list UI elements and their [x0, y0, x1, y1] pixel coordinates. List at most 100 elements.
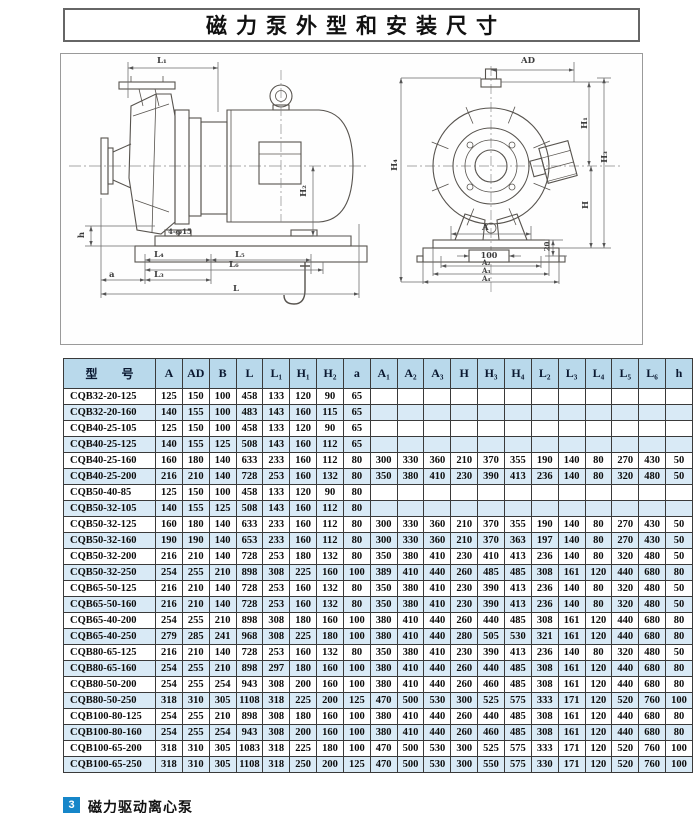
- value-cell: 140: [208, 452, 237, 469]
- value-cell: 125: [155, 388, 183, 405]
- value-cell: [584, 420, 613, 437]
- dim-label-a2: A₂: [482, 258, 491, 267]
- value-cell: 125: [342, 692, 371, 709]
- value-cell: 308: [530, 724, 559, 741]
- value-cell: [396, 420, 425, 437]
- value-cell: 440: [611, 564, 640, 581]
- page-title: 磁力泵外型和安装尺寸: [206, 14, 506, 38]
- value-cell: 180: [181, 452, 210, 469]
- value-cell: 254: [155, 724, 183, 741]
- value-cell: 140: [557, 468, 586, 485]
- value-cell: 150: [181, 484, 210, 501]
- value-cell: 728: [235, 580, 264, 597]
- value-cell: 410: [423, 580, 452, 597]
- value-cell: 160: [289, 404, 318, 421]
- value-cell: 200: [316, 692, 344, 709]
- value-cell: [611, 436, 640, 453]
- model-cell: CQB50-40-85: [63, 484, 156, 501]
- value-cell: [503, 404, 532, 421]
- model-cell: CQB80-65-125: [63, 644, 156, 661]
- value-cell: 65: [342, 404, 371, 421]
- value-cell: 140: [557, 596, 586, 613]
- value-cell: 210: [181, 580, 210, 597]
- dim-label-h4: H₄: [389, 159, 400, 171]
- value-cell: 440: [423, 676, 452, 693]
- value-cell: 508: [235, 500, 264, 517]
- value-cell: 255: [181, 676, 210, 693]
- table-row: CQB50-32-250 254 255 210 898 308 225 160 100 389 4…: [63, 564, 693, 581]
- value-cell: [584, 404, 613, 421]
- value-cell: 480: [638, 580, 667, 597]
- model-cell: CQB50-32-200: [63, 548, 156, 565]
- value-cell: 180: [289, 548, 318, 565]
- value-cell: 100: [342, 628, 371, 645]
- column-header: A₂: [396, 358, 425, 389]
- value-cell: 410: [423, 468, 452, 485]
- model-cell: CQB100-65-200: [63, 740, 156, 757]
- value-cell: 440: [611, 676, 640, 693]
- value-cell: [530, 484, 559, 501]
- value-cell: 380: [369, 708, 398, 725]
- value-cell: 320: [611, 596, 640, 613]
- value-cell: 380: [396, 580, 425, 597]
- value-cell: 308: [262, 612, 291, 629]
- value-cell: 155: [181, 404, 210, 421]
- value-cell: [450, 484, 479, 501]
- value-cell: 210: [181, 644, 210, 661]
- value-cell: 253: [262, 468, 291, 485]
- value-cell: 200: [289, 676, 318, 693]
- value-cell: [665, 436, 693, 453]
- value-cell: 485: [477, 564, 505, 581]
- dim-label-ad: AD: [521, 56, 535, 66]
- value-cell: 225: [289, 692, 318, 709]
- value-cell: [557, 500, 586, 517]
- dim-label-20: 20: [542, 241, 552, 252]
- value-cell: 355: [503, 516, 532, 533]
- value-cell: 120: [584, 756, 613, 773]
- value-cell: 160: [316, 612, 344, 629]
- value-cell: 236: [530, 468, 559, 485]
- column-header: L₃: [557, 358, 586, 389]
- value-cell: 413: [503, 468, 532, 485]
- value-cell: 525: [477, 740, 505, 757]
- value-cell: 216: [155, 580, 183, 597]
- value-cell: 680: [638, 660, 667, 677]
- value-cell: 485: [503, 564, 532, 581]
- value-cell: 308: [262, 564, 291, 581]
- value-cell: 350: [369, 468, 398, 485]
- value-cell: 575: [503, 740, 532, 757]
- value-cell: 125: [155, 484, 183, 501]
- value-cell: 380: [396, 644, 425, 661]
- value-cell: 120: [584, 708, 613, 725]
- value-cell: 370: [477, 532, 505, 549]
- dim-label-l4: L₄: [154, 250, 164, 260]
- value-cell: [584, 436, 613, 453]
- table-row: CQB80-65-160 254 255 210 898 297 180 160 100 380 4…: [63, 660, 693, 677]
- value-cell: [530, 500, 559, 517]
- value-cell: 100: [342, 612, 371, 629]
- value-cell: 380: [396, 596, 425, 613]
- value-cell: 50: [665, 516, 693, 533]
- value-cell: 520: [611, 692, 640, 709]
- value-cell: 210: [181, 548, 210, 565]
- value-cell: [611, 420, 640, 437]
- value-cell: 360: [423, 532, 452, 549]
- value-cell: [369, 420, 398, 437]
- value-cell: 440: [423, 628, 452, 645]
- value-cell: 160: [316, 564, 344, 581]
- value-cell: 160: [316, 708, 344, 725]
- value-cell: 161: [557, 564, 586, 581]
- value-cell: 728: [235, 468, 264, 485]
- table-row: CQB32-20-160 140 155 100 483 143 160 115 65: [63, 404, 693, 421]
- value-cell: 410: [396, 708, 425, 725]
- value-cell: 680: [638, 708, 667, 725]
- value-cell: 50: [665, 644, 693, 661]
- value-cell: 350: [369, 596, 398, 613]
- value-cell: 100: [342, 660, 371, 677]
- value-cell: [530, 436, 559, 453]
- value-cell: 140: [208, 532, 237, 549]
- value-cell: 190: [181, 532, 210, 549]
- value-cell: 155: [181, 500, 210, 517]
- model-cell: CQB50-32-160: [63, 532, 156, 549]
- value-cell: 390: [477, 644, 505, 661]
